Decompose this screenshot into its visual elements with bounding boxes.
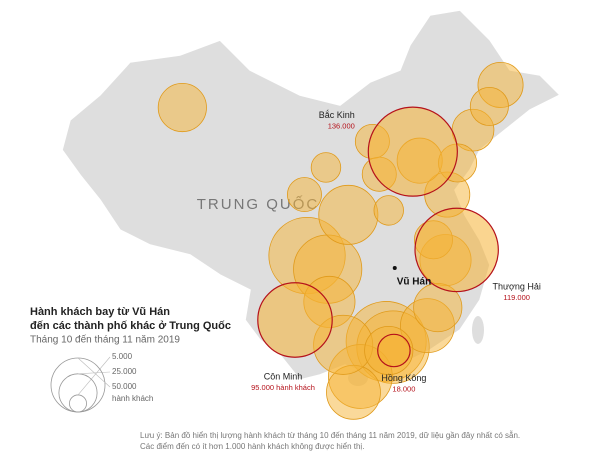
legend-circle (69, 394, 87, 413)
city-value: 95.000 hành khách (251, 383, 315, 392)
bubble (318, 184, 379, 245)
note-line: Các điểm đến có ít hơn 1.000 hành khách … (140, 442, 364, 451)
city-value: 119.000 (503, 293, 530, 302)
bubble (286, 177, 322, 213)
legend-label: 50.000 (112, 382, 137, 391)
title-line: đến các thành phố khác ở Trung Quốc (30, 320, 231, 332)
city-value: 18.000 (392, 384, 415, 393)
taiwan (472, 316, 484, 344)
city-name: Bắc Kinh (319, 110, 355, 120)
city-bubble (414, 207, 499, 293)
legend-unit: hành khách (112, 394, 153, 403)
bubble (373, 195, 404, 226)
city-bubble (257, 282, 333, 358)
bubble (157, 83, 207, 133)
labels: Bắc Kinh 136.000 Thượng Hải 119.000 Côn Minh… (251, 110, 541, 393)
legend-label: 25.000 (112, 367, 137, 376)
bubble (469, 86, 509, 126)
city-name: Thượng Hải (492, 281, 540, 291)
subtitle: Tháng 10 đến tháng 11 năm 2019 (30, 334, 180, 346)
city-value: 136.000 (328, 122, 355, 131)
legend: 5.000 25.000 50.000 hành khách (50, 352, 153, 413)
city-bubble (377, 333, 411, 368)
legend-leader (77, 371, 111, 375)
title-line: Hành khách bay từ Vũ Hán (30, 306, 170, 318)
bubbles (157, 61, 524, 420)
legend-leader (77, 356, 111, 396)
legend-leader (77, 357, 111, 388)
city-bubble (367, 106, 458, 197)
country-label: TRUNG QUỐC (197, 195, 320, 213)
legend-label: 5.000 (112, 352, 133, 361)
origin-name: Vũ Hán (397, 277, 431, 288)
city-name: Hồng Kông (381, 373, 426, 383)
city-name: Côn Minh (264, 371, 303, 381)
note-line: Lưu ý: Bản đồ hiển thị lượng hành khách … (140, 431, 520, 440)
bubble (310, 152, 342, 183)
origin-dot (392, 266, 397, 271)
legend-circle (50, 357, 106, 413)
legend-circle (58, 373, 98, 413)
